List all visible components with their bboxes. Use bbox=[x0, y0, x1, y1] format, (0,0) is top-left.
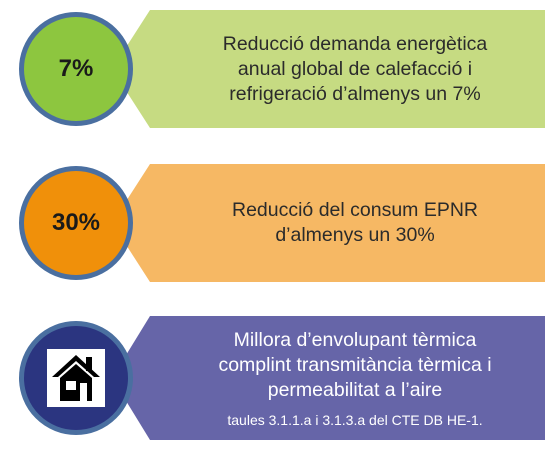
percent-label: 7% bbox=[58, 55, 94, 82]
text-line: permeabilitat a l’aire bbox=[267, 378, 443, 401]
text-line: Reducció demanda energètica bbox=[222, 32, 488, 55]
banner-shape bbox=[112, 164, 545, 282]
text-line: refrigeració d’almenys un 7% bbox=[229, 82, 481, 105]
item-row-3: Millora d’envolupant tèrmica complint tr… bbox=[0, 316, 555, 442]
text-line: Reducció del consum EPNR bbox=[231, 199, 479, 221]
icon-circle bbox=[19, 321, 133, 435]
reference-note: taules 3.1.1.a i 3.1.3.a del CTE DB HE-1… bbox=[227, 411, 483, 428]
item-text: Millora d’envolupant tèrmica complint tr… bbox=[170, 316, 540, 440]
banner-shape bbox=[112, 10, 545, 128]
text-line: anual global de calefacció i bbox=[237, 57, 473, 80]
item-row-2: 30% Reducció del consum EPNR d’almenys u… bbox=[0, 164, 555, 284]
house-icon bbox=[47, 349, 105, 407]
percent-label: 30% bbox=[51, 209, 101, 236]
percent-circle: 30% bbox=[19, 166, 133, 280]
banner-shape bbox=[112, 316, 545, 440]
text-line: d’almenys un 30% bbox=[275, 224, 435, 246]
item-text: Reducció demanda energètica anual global… bbox=[170, 10, 540, 128]
text-line: complint transmitància tèrmica i bbox=[218, 353, 492, 376]
text-line: Millora d’envolupant tèrmica bbox=[233, 328, 477, 351]
item-row-1: 7% Reducció demanda energètica anual glo… bbox=[0, 10, 555, 130]
item-text: Reducció del consum EPNR d’almenys un 30… bbox=[170, 164, 540, 282]
percent-circle: 7% bbox=[19, 12, 133, 126]
